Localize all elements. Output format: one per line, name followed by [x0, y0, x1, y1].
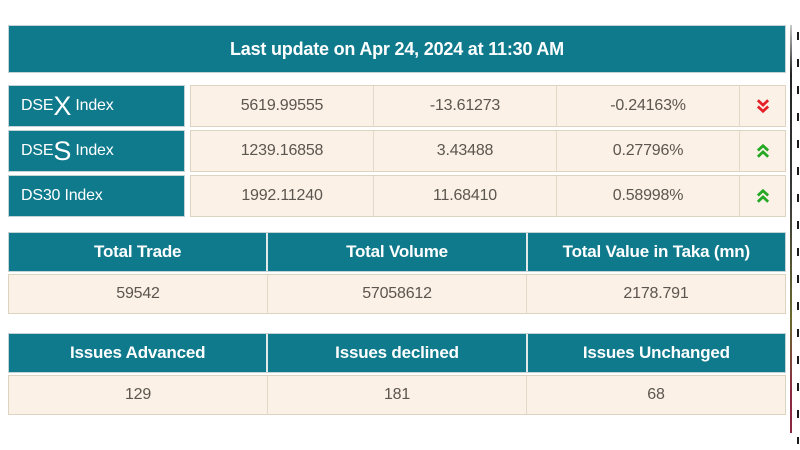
double-chevron-up-icon	[739, 131, 785, 171]
index-row-ds30: DS30 Index 1992.11240 11.68410 0.58998%	[8, 175, 786, 217]
index-name-suffix: Index	[71, 142, 114, 159]
totals-data-row: 59542 57058612 2178.791	[8, 274, 786, 314]
last-update-text: Last update on Apr 24, 2024 at 11:30 AM	[230, 38, 564, 59]
index-percent: 0.58998%	[556, 176, 739, 216]
issues-advanced-header: Issues Advanced	[70, 343, 206, 362]
double-chevron-up-icon	[739, 176, 785, 216]
index-value: 5619.99555	[240, 97, 324, 114]
index-values-dsex: 5619.99555 -13.61273 -0.24163%	[190, 85, 786, 127]
index-value: 1239.16858	[240, 142, 324, 159]
last-update-banner: Last update on Apr 24, 2024 at 11:30 AM	[8, 25, 786, 73]
index-row-dsex: DSE X Index 5619.99555 -13.61273 -0.24163…	[8, 85, 786, 127]
issues-unchanged-value: 68	[526, 376, 785, 414]
right-edge-line	[790, 25, 792, 433]
index-name-prefix: DSE	[21, 97, 54, 114]
index-percent: -0.24163%	[556, 86, 739, 126]
index-values-dses: 1239.16858 3.43488 0.27796%	[190, 130, 786, 172]
right-edge-dashed-line	[797, 32, 799, 444]
issues-unchanged-header: Issues Unchanged	[525, 334, 785, 372]
issues-header-row: Issues Advanced Issues declined Issues U…	[8, 333, 786, 373]
issues-advanced-value: 129	[124, 386, 152, 403]
double-chevron-down-icon	[739, 86, 785, 126]
index-row-dses: DSE S Index 1239.16858 3.43488 0.27796%	[8, 130, 786, 172]
index-name-prefix: DS30 Index	[21, 187, 103, 204]
index-name-dsex: DSE X Index	[8, 85, 185, 127]
total-volume-header: Total Volume	[266, 233, 525, 271]
issues-declined-value: 181	[267, 376, 526, 414]
totals-table: Total Trade Total Volume Total Value in …	[8, 232, 786, 314]
index-change: 11.68410	[373, 176, 556, 216]
index-name-big-letter: S	[53, 135, 72, 166]
total-trade-header: Total Trade	[94, 242, 182, 261]
index-value: 1992.11240	[241, 187, 323, 204]
index-name-prefix: DSE	[21, 142, 54, 159]
index-name-dses: DSE S Index	[8, 130, 185, 172]
total-volume-value: 57058612	[267, 275, 526, 313]
total-trade-value: 59542	[116, 285, 160, 302]
index-change: -13.61273	[373, 86, 556, 126]
index-name-big-letter: X	[53, 90, 72, 121]
issues-data-row: 129 181 68	[8, 375, 786, 415]
total-value-taka: 2178.791	[526, 275, 785, 313]
index-name-ds30: DS30 Index	[8, 175, 185, 217]
index-values-ds30: 1992.11240 11.68410 0.58998%	[190, 175, 786, 217]
total-value-header: Total Value in Taka (mn)	[525, 233, 785, 271]
index-percent: 0.27796%	[556, 131, 739, 171]
index-change: 3.43488	[373, 131, 556, 171]
totals-header-row: Total Trade Total Volume Total Value in …	[8, 232, 786, 272]
issues-table: Issues Advanced Issues declined Issues U…	[8, 333, 786, 415]
index-name-suffix: Index	[71, 97, 114, 114]
issues-declined-header: Issues declined	[266, 334, 525, 372]
index-table: DSE X Index 5619.99555 -13.61273 -0.24163…	[8, 85, 786, 220]
